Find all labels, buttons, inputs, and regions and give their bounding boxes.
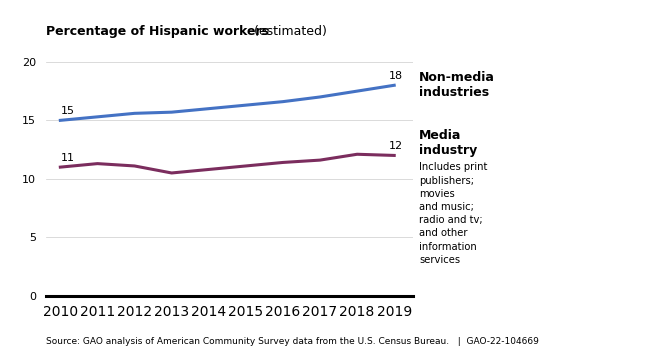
Text: (estimated): (estimated)	[250, 25, 327, 37]
Text: 18: 18	[389, 71, 403, 81]
Text: Non-media
industries: Non-media industries	[419, 71, 495, 99]
Text: Percentage of Hispanic workers: Percentage of Hispanic workers	[46, 25, 268, 37]
Text: Includes print
publishers;
movies
and music;
radio and tv;
and other
information: Includes print publishers; movies and mu…	[419, 162, 488, 265]
Text: 15: 15	[60, 106, 74, 116]
Text: 12: 12	[389, 141, 403, 151]
Text: 11: 11	[60, 153, 74, 163]
Text: Source: GAO analysis of American Community Survey data from the U.S. Census Bure: Source: GAO analysis of American Communi…	[46, 337, 538, 346]
Text: Media
industry: Media industry	[419, 129, 478, 157]
